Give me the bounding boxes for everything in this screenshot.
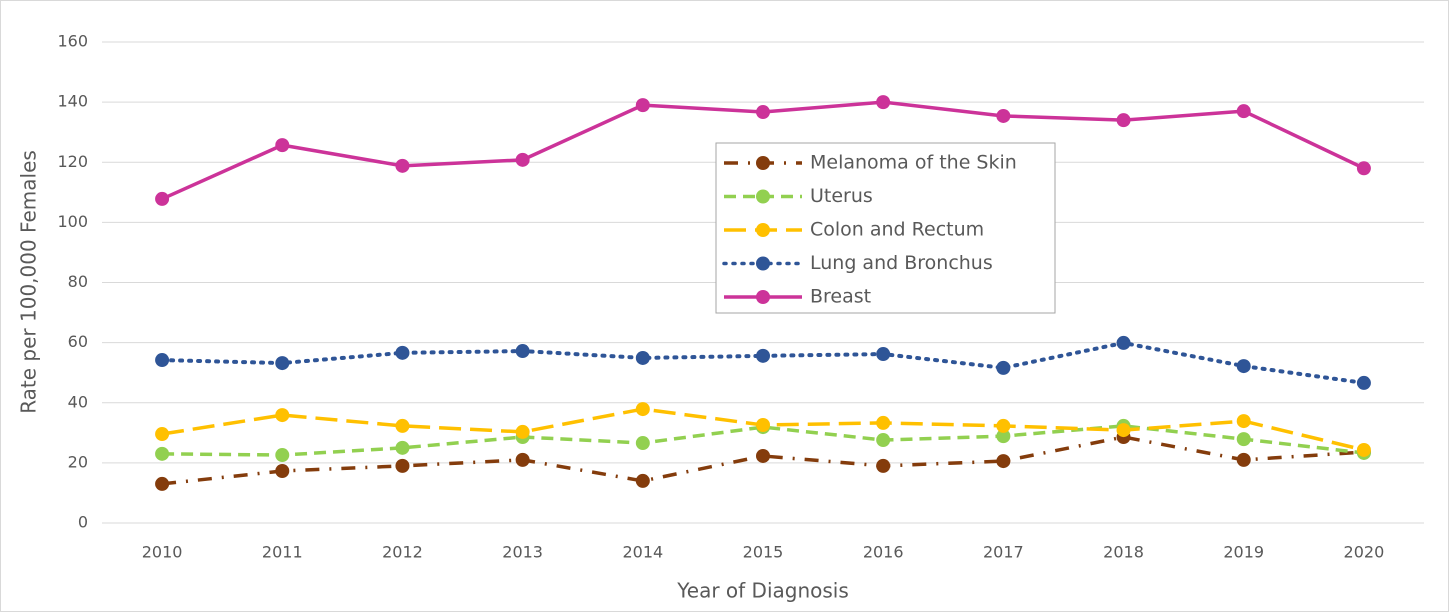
data-point [155,476,170,491]
series-line [161,435,1365,486]
data-point [395,458,410,473]
data-point [275,356,290,371]
legend-marker [756,189,770,204]
data-point [1356,375,1371,390]
data-point [155,446,170,461]
data-point [275,463,290,478]
x-tick-label: 2018 [1103,543,1144,562]
series-line [162,424,1365,457]
data-point [515,344,530,359]
y-tick-label: 60 [68,332,88,351]
data-point [515,452,530,467]
data-point [155,427,170,442]
y-tick-label: 140 [57,92,88,111]
data-point [756,448,770,463]
data-point [756,348,770,363]
legend-marker [756,256,770,271]
data-point [395,440,410,455]
y-tick-label: 80 [68,272,88,291]
y-axis-title: Rate per 100,000 Females [17,150,41,414]
legend-label: Colon and Rectum [810,219,984,241]
data-point [1236,359,1251,374]
data-point [395,418,410,433]
y-tick-label: 160 [57,32,88,51]
x-tick-label: 2015 [743,543,784,562]
data-point [1236,452,1251,467]
data-point [275,408,290,423]
data-point [1356,161,1371,176]
data-point [395,158,410,173]
data-point [996,360,1011,375]
legend-box [715,142,1056,314]
data-point [1116,335,1131,350]
data-point [1236,104,1251,119]
data-point [635,350,650,365]
data-point [635,402,650,417]
data-point [1236,432,1251,447]
data-point [876,347,891,362]
data-point [1116,113,1131,128]
data-point [876,95,891,110]
data-point [1356,442,1371,457]
legend-marker [756,223,770,237]
data-point [155,353,170,368]
data-point [395,345,410,360]
y-tick-label: 20 [68,452,88,471]
data-point [635,473,650,488]
data-point [275,138,290,153]
y-tick-label: 120 [57,152,88,171]
data-point [876,415,891,430]
data-point [515,424,530,439]
data-point [635,436,650,451]
data-point [515,152,530,167]
x-axis-title: Year of Diagnosis [676,579,849,603]
data-point [996,454,1011,469]
legend-label: Melanoma of the Skin [810,152,1017,174]
data-point [275,448,290,463]
x-tick-label: 2017 [983,543,1024,562]
x-tick-label: 2016 [863,543,904,562]
y-tick-label: 40 [68,392,88,411]
x-tick-label: 2020 [1344,543,1385,562]
x-tick-label: 2012 [382,543,423,562]
x-tick-label: 2014 [622,543,663,562]
data-point [155,191,170,206]
x-tick-label: 2013 [502,543,543,562]
legend-label: Breast [810,286,871,308]
legend-label: Uterus [810,185,873,207]
data-point [996,418,1011,433]
legend-marker [756,290,770,304]
x-tick-label: 2019 [1223,543,1264,562]
x-tick-label: 2010 [142,543,183,562]
data-point [756,105,770,120]
legend-label: Lung and Bronchus [810,252,993,274]
data-point [996,108,1011,123]
data-point [635,98,650,113]
y-tick-label: 0 [78,513,88,532]
x-tick-label: 2011 [262,543,303,562]
data-point [1116,423,1131,438]
data-point [1236,414,1251,429]
data-point [756,417,770,432]
data-point [996,429,1011,444]
y-tick-label: 100 [57,212,88,231]
legend-marker [756,156,770,170]
data-point [876,458,891,473]
data-point [876,433,891,448]
